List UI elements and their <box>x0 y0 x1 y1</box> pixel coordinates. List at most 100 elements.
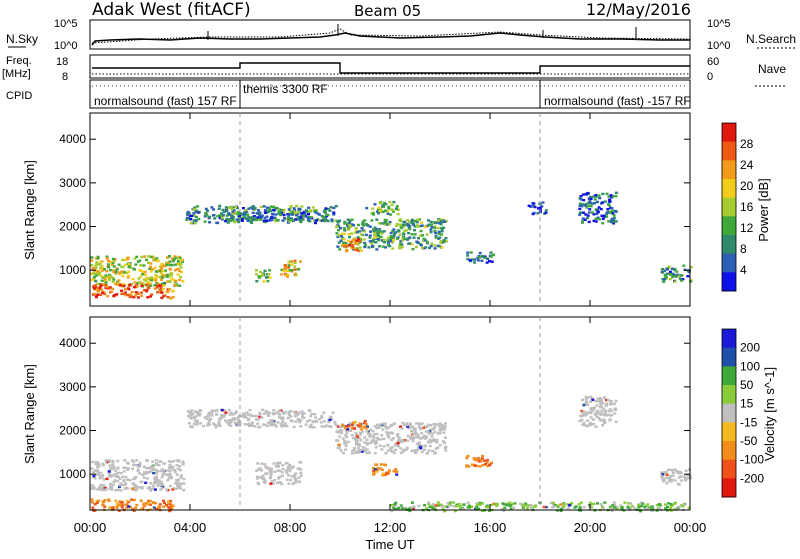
heatmap-cell <box>94 463 98 466</box>
heatmap-cell <box>314 221 317 225</box>
heatmap-cell <box>171 260 175 263</box>
heatmap-cell <box>562 506 566 509</box>
y-tick-label: 2000 <box>59 220 86 234</box>
heatmap-cell <box>288 220 292 223</box>
heatmap-cell <box>592 406 596 409</box>
heatmap-cell <box>671 275 675 279</box>
heatmap-cell <box>363 441 367 444</box>
heatmap-cell <box>97 499 101 502</box>
heatmap-cell <box>101 487 105 490</box>
heatmap-cell <box>419 447 423 450</box>
heatmap-cell <box>626 506 630 509</box>
heatmap-cell <box>224 206 228 209</box>
heatmap-cell <box>289 213 293 216</box>
heatmap-cell <box>383 473 387 476</box>
heatmap-cell <box>401 440 405 443</box>
heatmap-cell <box>141 270 145 273</box>
heatmap-cell <box>418 218 421 221</box>
heatmap-cell <box>615 507 619 510</box>
heatmap-cell <box>164 273 168 276</box>
colorbar-tick-label: 100 <box>740 359 760 373</box>
heatmap-cell <box>676 506 680 510</box>
heatmap-cell <box>149 255 153 259</box>
heatmap-cell <box>154 479 157 483</box>
heatmap-cell <box>213 217 217 220</box>
heatmap-cell <box>273 423 277 427</box>
heatmap-cell <box>675 470 679 473</box>
heatmap-cell <box>132 463 135 467</box>
heatmap-cell <box>596 502 599 505</box>
heatmap-cell <box>96 461 100 464</box>
heatmap-cell <box>355 450 359 453</box>
heatmap-cell <box>607 200 611 203</box>
heatmap-cell <box>90 487 94 490</box>
heatmap-cell <box>281 411 285 414</box>
y-tick-label: 1000 <box>59 467 86 481</box>
heatmap-cell <box>378 209 382 213</box>
heatmap-cell <box>331 411 335 414</box>
heatmap-cell <box>416 225 420 228</box>
heatmap-cell <box>410 233 414 236</box>
heatmap-cell <box>294 481 298 484</box>
heatmap-cell <box>141 507 145 510</box>
heatmap-cell <box>250 216 254 220</box>
heatmap-cell <box>390 504 394 507</box>
heatmap-cell <box>420 246 424 249</box>
heatmap-cell <box>429 244 433 248</box>
heatmap-cell <box>204 212 207 215</box>
heatmap-cell <box>566 503 570 506</box>
heatmap-cell <box>180 270 183 274</box>
heatmap-cell <box>578 419 582 423</box>
heatmap-cell <box>439 503 443 506</box>
heatmap-cell <box>399 239 403 243</box>
heatmap-cell <box>489 255 493 258</box>
heatmap-cell <box>492 502 496 506</box>
heatmap-cell <box>90 467 94 470</box>
heatmap-cell <box>664 507 668 510</box>
heatmap-cell <box>393 422 397 425</box>
heatmap-cell <box>279 409 283 412</box>
colorbar-tick-label: 20 <box>740 179 754 193</box>
heatmap-cell <box>605 398 609 402</box>
heatmap-cell <box>170 507 174 510</box>
heatmap-cell <box>391 208 395 212</box>
heatmap-cell <box>100 476 104 479</box>
heatmap-cell <box>385 427 389 430</box>
heatmap-cell <box>90 484 94 487</box>
heatmap-cell <box>247 422 251 425</box>
heatmap-cell <box>108 277 111 281</box>
heatmap-cell <box>299 219 303 223</box>
heatmap-cell <box>580 409 584 413</box>
heatmap-cell <box>134 463 138 467</box>
heatmap-cell <box>121 265 125 269</box>
heatmap-cell <box>163 473 167 476</box>
heatmap-cell <box>339 239 343 242</box>
heatmap-cell <box>399 447 403 450</box>
heatmap-cell <box>111 276 115 279</box>
heatmap-cell <box>408 225 412 228</box>
heatmap-cell <box>536 212 540 215</box>
heatmap-cell <box>118 477 122 480</box>
heatmap-cell <box>126 462 130 465</box>
heatmap-cell <box>357 450 361 454</box>
heatmap-cell <box>601 505 604 508</box>
heatmap-cell <box>349 429 353 432</box>
heatmap-cell <box>167 501 171 504</box>
heatmap-cell <box>96 469 99 472</box>
heatmap-cell <box>265 466 268 469</box>
heatmap-cell <box>537 207 541 210</box>
heatmap-cell <box>433 244 437 247</box>
heatmap-cell <box>347 425 351 428</box>
heatmap-cell <box>105 477 109 481</box>
heatmap-cell <box>236 418 240 422</box>
heatmap-cell <box>342 238 346 241</box>
colorbar-swatch <box>722 422 736 442</box>
heatmap-cell <box>233 421 237 424</box>
heatmap-cell <box>165 473 169 476</box>
heatmap-cell <box>604 404 608 407</box>
heatmap-cell <box>435 441 439 444</box>
heatmap-cell <box>600 409 604 412</box>
heatmap-cell <box>176 267 180 271</box>
heatmap-cell <box>415 432 419 436</box>
heatmap-cell <box>192 219 196 222</box>
